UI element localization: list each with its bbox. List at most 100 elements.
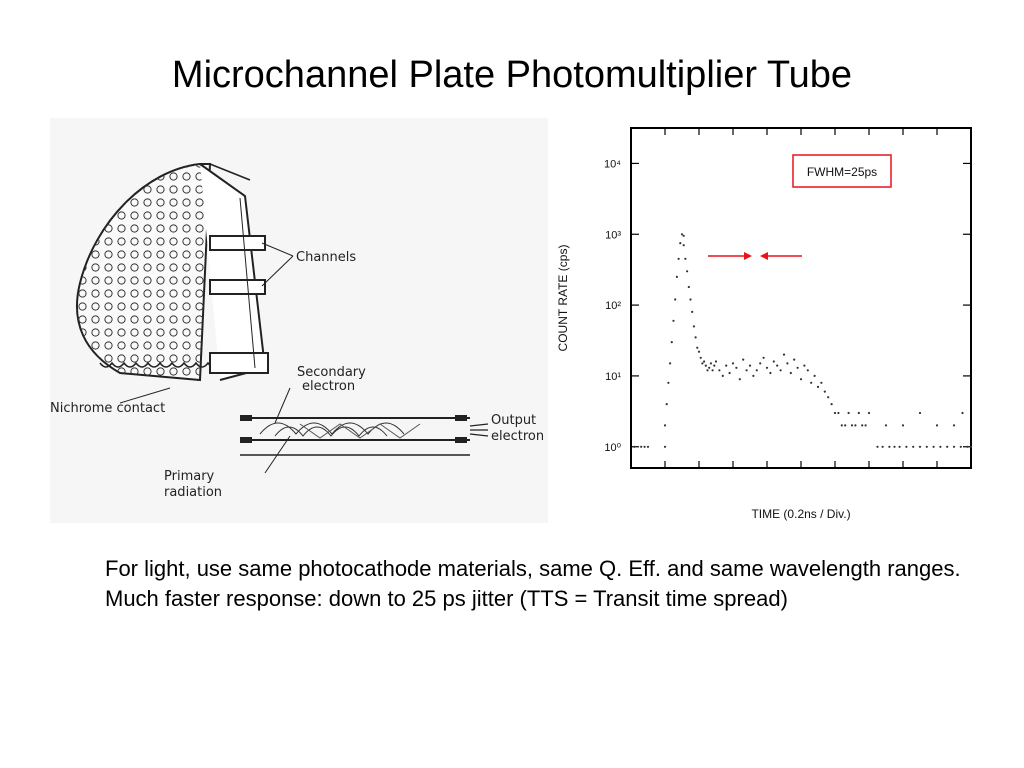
data-point [769,371,772,375]
data-point [667,381,670,384]
data-point [672,319,675,322]
data-point [864,424,867,427]
data-point [779,369,782,372]
data-point [752,374,755,377]
data-point [713,364,716,367]
body-line-2: Much faster response: down to 25 ps jitt… [105,586,788,611]
data-point [691,310,694,313]
data-point [789,371,792,375]
y-tick-label: 10³ [605,229,621,241]
data-point [888,445,891,448]
data-point [714,360,718,363]
data-point [679,242,682,245]
y-tick-label: 10² [605,300,621,312]
data-point [925,445,928,448]
data-point [857,411,860,415]
data-point [728,371,731,375]
data-point [830,403,833,406]
data-point [699,356,702,359]
fwhm-arrows [708,252,802,260]
label-output-1: Output [491,413,536,428]
data-point [682,234,685,237]
label-secondary-1: Secondary [297,365,366,380]
data-point [704,364,707,367]
data-point [861,424,864,427]
data-point [810,381,813,384]
data-point [813,374,816,377]
data-point [675,275,678,278]
label-channels: Channels [296,250,356,265]
data-point [876,445,879,448]
data-point [881,445,884,448]
data-point [725,364,728,367]
data-point [776,364,779,367]
label-primary-1: Primary [164,469,215,484]
data-point [827,396,830,399]
data-point [674,298,677,301]
data-point [867,411,871,415]
data-point [799,378,803,381]
data-point [686,270,689,273]
data-point [680,233,684,236]
label-secondary-2: electron [302,379,355,394]
data-point [762,356,765,359]
data-point [847,411,850,415]
data-point [765,366,769,369]
y-tick-label: 10¹ [605,371,621,383]
slide-title: Microchannel Plate Photomultiplier Tube [171,54,853,96]
data-point [935,424,939,427]
data-point [692,325,695,328]
data-point [669,362,672,365]
data-point [966,445,969,448]
data-point [796,366,799,369]
data-point [684,257,687,260]
data-point [742,358,745,361]
data-point [786,362,789,365]
data-point [682,244,685,247]
data-point [939,445,942,448]
data-point [755,369,758,372]
data-point [701,362,704,365]
data-point [708,366,711,369]
y-tick-label: 10⁰ [604,442,621,454]
data-point [898,445,901,448]
data-point [721,374,724,377]
slide-body: For light, use same photocathode materia… [105,554,965,614]
data-point [640,445,643,448]
count-rate-chart: 10⁰ 10¹ 10² 10³ 10⁴ FWHM=25ps COUNT RATE (cp… [556,127,973,521]
data-point [952,424,956,427]
data-point [670,341,673,344]
label-nichrome: Nichrome contact [50,401,165,416]
fwhm-annotation: FWHM=25ps [807,165,877,179]
data-point [663,424,667,427]
data-point [697,350,701,353]
data-point [854,424,857,427]
y-axis-label: COUNT RATE (cps) [556,245,570,352]
data-point [703,360,706,363]
data-point [833,411,837,415]
nichrome-leader [119,387,171,404]
data-point [901,424,905,427]
x-axis-label: TIME (0.2ns / Div.) [751,507,850,521]
data-point [806,369,809,372]
data-point [646,445,650,448]
data-point [782,353,786,356]
data-point [793,358,796,361]
data-point [633,445,636,448]
body-line-1: For light, use same photocathode materia… [105,556,961,581]
data-point [844,424,847,427]
data-point [706,369,709,372]
data-point [748,364,752,367]
data-point [816,385,820,388]
fwhm-box [792,154,892,188]
data-point [803,364,806,367]
data-point [665,403,668,406]
data-point [643,445,646,448]
x-ticks [664,128,938,468]
data-point [918,411,922,415]
data-point [820,381,823,384]
channels-leader [261,242,294,257]
data-point [735,366,738,369]
data-point [969,445,973,448]
data-point [837,411,840,415]
